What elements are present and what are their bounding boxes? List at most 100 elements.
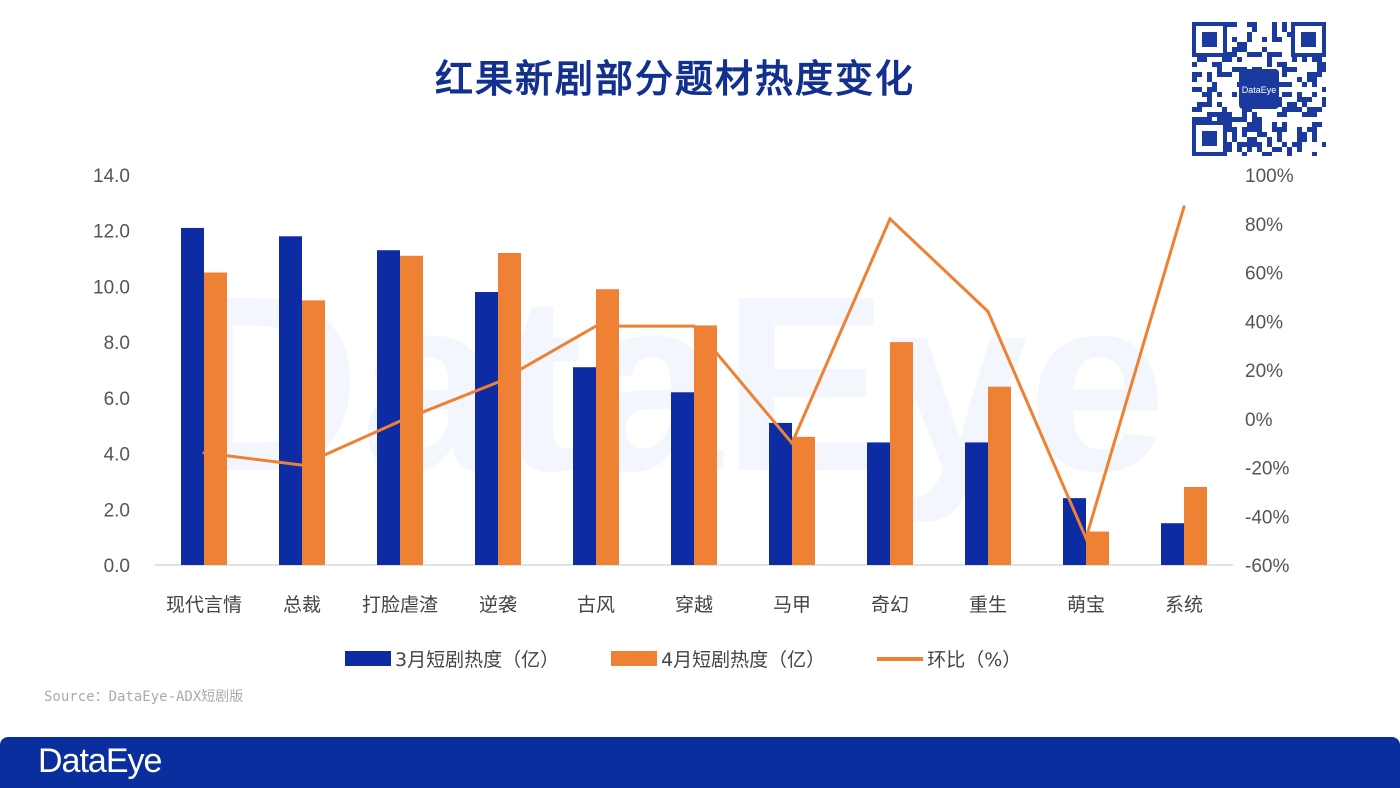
qr-module [1202,57,1207,62]
qr-module [1257,122,1262,127]
qr-module [1307,77,1312,82]
qr-module [1317,107,1322,112]
qr-module [1247,127,1252,132]
qr-module [1202,117,1207,122]
qr-module [1237,117,1242,122]
qr-module [1237,142,1242,147]
qr-module [1277,37,1282,42]
qr-finder-center [1202,131,1217,146]
qr-logo-bg [1239,69,1279,109]
line-point-mom [594,324,598,328]
qr-module [1287,82,1292,87]
qr-module [1237,67,1242,72]
qr-module [1277,52,1282,57]
qr-module [1237,42,1242,47]
qr-module [1252,127,1257,132]
qr-module [1287,32,1292,37]
qr-module [1197,107,1202,112]
qr-module [1272,122,1277,127]
qr-module [1307,72,1312,77]
qr-module [1297,137,1302,142]
qr-module [1237,147,1242,152]
dataeye-logo: DataEye [38,742,162,780]
qr-module [1222,57,1227,62]
bar-april [792,436,815,565]
qr-module [1277,147,1282,152]
legend-swatch-mom [877,656,924,661]
qr-module [1242,132,1247,137]
qr-module [1202,102,1207,107]
qr-module [1207,97,1212,102]
qr-module [1227,117,1232,122]
qr-module [1292,102,1297,107]
qr-module [1272,27,1277,32]
qr-module [1312,57,1317,62]
qr-module [1297,147,1302,152]
bar-march [671,392,694,565]
footer-banner: DataEye [0,737,1400,788]
bar-april [694,325,717,565]
qr-finder-center [1301,32,1316,47]
qr-module [1322,67,1326,72]
qr-module [1297,127,1302,132]
qr-module [1212,87,1217,92]
qr-module [1262,37,1267,42]
qr-module [1277,82,1282,87]
line-point-mom [986,310,990,313]
qr-module [1232,47,1237,52]
qr-module [1227,122,1232,127]
qr-module [1312,127,1317,132]
qr-module [1247,122,1252,127]
qr-logo-text: DataEye [1242,85,1277,95]
qr-module [1217,92,1222,97]
bar-march [965,442,988,565]
y-right-tick-label: 20% [1245,361,1283,382]
qr-module [1267,152,1272,156]
qr-module [1312,82,1317,87]
qr-module [1282,72,1287,77]
qr-module [1287,107,1292,112]
qr-module [1282,62,1287,67]
qr-module [1232,67,1237,72]
y-left-tick-label: 14.0 [93,166,130,187]
y-right-tick-label: 0% [1245,410,1273,431]
bar-april [1086,531,1109,565]
qr-module [1227,147,1232,152]
qr-module [1212,62,1217,67]
qr-module [1277,127,1282,132]
qr-module [1232,52,1237,57]
qr-module [1197,102,1202,107]
qr-module [1242,112,1247,117]
line-point-mom [888,217,892,221]
line-point-mom [202,451,206,455]
qr-module [1227,52,1232,57]
x-category-label: 穿越 [675,594,713,616]
qr-module [1192,62,1197,67]
qr-module [1252,27,1257,32]
x-category-label: 总裁 [283,594,321,616]
x-category-label: 古风 [577,594,615,616]
x-category-label: 奇幻 [871,594,909,616]
qr-module [1267,52,1272,57]
qr-module [1222,107,1227,112]
qr-module [1247,52,1252,57]
qr-module [1222,117,1227,122]
qr-module [1307,112,1312,117]
qr-module [1272,22,1277,27]
bar-march [573,367,596,565]
y-right-tick-label: 100% [1245,166,1294,187]
qr-module [1297,97,1302,102]
qr-module [1227,127,1232,132]
qr-module [1282,67,1287,72]
qr-module [1282,127,1287,132]
qr-module [1292,142,1297,147]
qr-module [1257,147,1262,152]
qr-module [1192,107,1197,112]
qr-module [1282,27,1287,32]
qr-module [1312,122,1317,127]
qr-module [1277,112,1282,117]
qr-module [1267,137,1272,142]
qr-module [1302,57,1307,62]
qr-module [1282,22,1287,27]
qr-module [1287,67,1292,72]
